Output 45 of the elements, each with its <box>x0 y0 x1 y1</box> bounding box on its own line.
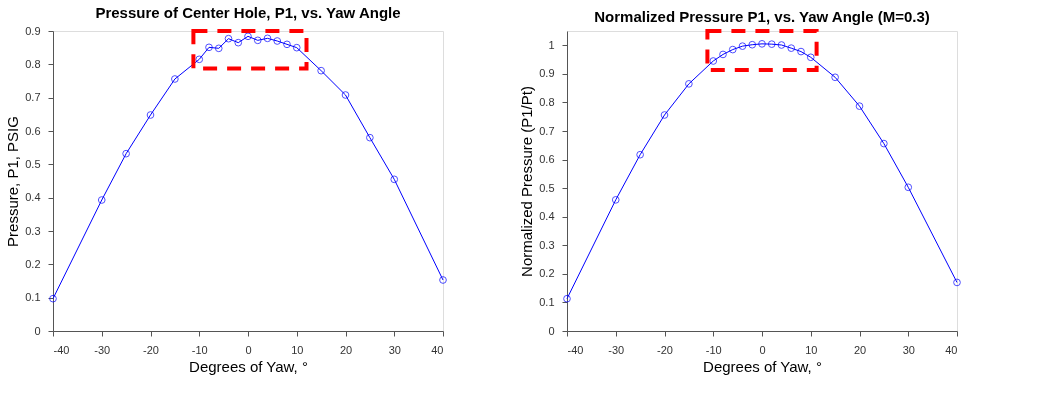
x-tick-label: 0 <box>759 343 766 356</box>
y-tick-label: 0.6 <box>539 153 555 166</box>
x-tick-label: 20 <box>339 343 353 356</box>
x-tick-label: -40 <box>53 343 70 356</box>
chart-title: Normalized Pressure P1, vs. Yaw Angle (M=0.3) <box>594 8 930 25</box>
y-tick-label: 0.8 <box>539 95 555 108</box>
x-axis-title: Degrees of Yaw, ° <box>189 357 308 375</box>
y-tick-label: 0.1 <box>25 291 41 304</box>
x-tick-label: 30 <box>902 343 915 356</box>
y-axis-title: Normalized Pressure (P1/Pt) <box>518 86 536 277</box>
y-tick-label: 0 <box>548 324 555 337</box>
x-tick-label: 40 <box>945 343 958 356</box>
x-tick-label: -10 <box>705 343 722 356</box>
y-tick-label: 0.2 <box>25 257 41 270</box>
x-axis-title: Degrees of Yaw, ° <box>703 357 822 375</box>
y-tick-label: 0 <box>34 324 41 337</box>
y-tick-label: 0.3 <box>539 238 555 251</box>
y-tick-label: 0.5 <box>539 181 555 194</box>
x-tick-label: -20 <box>657 343 673 356</box>
y-tick-label: 0.2 <box>539 267 555 280</box>
y-tick-label: 1 <box>548 38 555 51</box>
y-tick-label: 0.4 <box>25 191 41 204</box>
y-tick-label: 0.7 <box>539 124 555 137</box>
x-tick-label: 30 <box>388 343 401 356</box>
y-tick-label: 0.3 <box>25 224 41 237</box>
y-tick-label: 0.9 <box>539 67 555 80</box>
x-tick-label: -20 <box>143 343 159 356</box>
x-tick-label: 10 <box>291 343 304 356</box>
x-tick-label: -10 <box>191 343 208 356</box>
x-tick-label: 0 <box>245 343 252 356</box>
x-tick-label: -30 <box>608 343 625 356</box>
x-tick-label: 40 <box>431 343 444 356</box>
y-axis-title: Pressure, P1, PSIG <box>4 116 22 247</box>
x-tick-label: -30 <box>94 343 111 356</box>
x-tick-label: 20 <box>853 343 867 356</box>
y-tick-label: 0.1 <box>539 295 555 308</box>
y-tick-label: 0.4 <box>539 210 555 223</box>
x-tick-label: 10 <box>805 343 818 356</box>
y-tick-label: 0.5 <box>25 157 41 170</box>
y-tick-label: 0.6 <box>25 124 41 137</box>
y-tick-label: 0.8 <box>25 57 41 70</box>
chart-title: Pressure of Center Hole, P1, vs. Yaw Angle <box>95 4 401 21</box>
y-tick-label: 0.7 <box>25 91 41 104</box>
y-tick-label: 0.9 <box>25 24 41 37</box>
x-tick-label: -40 <box>567 343 584 356</box>
